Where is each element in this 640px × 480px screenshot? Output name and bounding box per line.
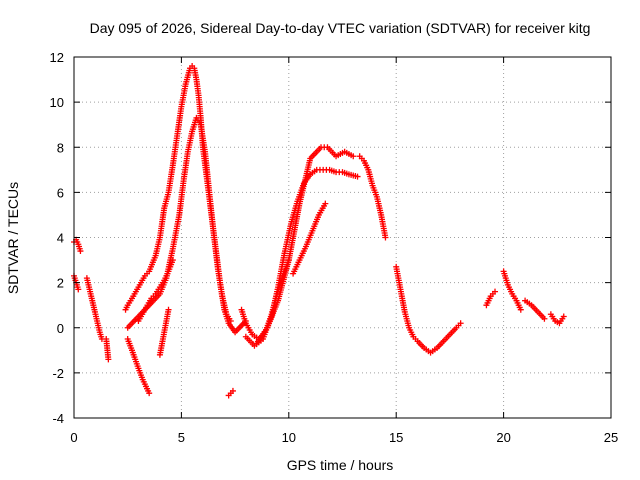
y-tick-label: 8 xyxy=(57,140,64,155)
axis-ticks: 0 5 10 15 20 25 -4 -2 0 2 4 6 8 10 12 xyxy=(50,50,619,445)
y-tick-label: 4 xyxy=(57,231,64,246)
data-points xyxy=(71,63,567,399)
data-point xyxy=(350,153,357,160)
data-point xyxy=(227,317,234,324)
y-tick-label: -2 xyxy=(52,366,64,381)
series-sat-q xyxy=(483,288,499,309)
series-sat-g xyxy=(124,114,234,331)
series-sat-j xyxy=(225,387,236,399)
data-point xyxy=(517,306,524,313)
data-point xyxy=(169,257,176,264)
y-tick-label: 10 xyxy=(50,95,64,110)
y-tick-label: 2 xyxy=(57,276,64,291)
series-sat-e xyxy=(122,63,249,336)
y-tick-label: 6 xyxy=(57,185,64,200)
chart-title: Day 095 of 2026, Sidereal Day-to-day VTE… xyxy=(90,20,591,36)
x-tick-label: 25 xyxy=(604,430,618,445)
data-point xyxy=(77,248,84,255)
y-axis-label: SDTVAR / TECUs xyxy=(5,182,21,294)
data-point xyxy=(146,390,153,397)
series-sat-s xyxy=(522,297,548,322)
y-tick-label: 12 xyxy=(50,50,64,65)
grid-lines xyxy=(74,57,611,418)
data-point xyxy=(229,387,236,394)
x-tick-label: 15 xyxy=(389,430,403,445)
data-point xyxy=(382,234,389,241)
x-tick-label: 5 xyxy=(178,430,185,445)
x-tick-label: 10 xyxy=(282,430,296,445)
data-point xyxy=(492,288,499,295)
series-sat-h xyxy=(135,257,176,324)
series-sat-p xyxy=(393,263,464,356)
series-sat-o xyxy=(356,153,389,241)
series-sat-i xyxy=(156,306,172,358)
data-point xyxy=(75,286,82,293)
series-sat-c xyxy=(83,275,105,343)
data-point xyxy=(560,313,567,320)
data-point xyxy=(354,173,361,180)
series-sat-n xyxy=(242,257,292,349)
data-point xyxy=(322,200,329,207)
series-sat-a xyxy=(71,236,84,255)
series-sat-t xyxy=(547,311,567,327)
data-point xyxy=(285,257,292,264)
series-sat-f xyxy=(124,336,153,397)
x-tick-label: 20 xyxy=(496,430,510,445)
x-tick-label: 0 xyxy=(70,430,77,445)
data-point xyxy=(165,306,172,313)
x-axis-label: GPS time / hours xyxy=(287,457,394,473)
y-tick-label: -4 xyxy=(52,411,64,426)
data-point xyxy=(541,315,548,322)
series-sat-m xyxy=(290,200,329,277)
series-sat-d xyxy=(103,336,112,363)
series-sat-r xyxy=(500,268,524,313)
y-tick-label: 0 xyxy=(57,321,64,336)
data-point xyxy=(457,320,464,327)
data-point xyxy=(105,356,112,363)
